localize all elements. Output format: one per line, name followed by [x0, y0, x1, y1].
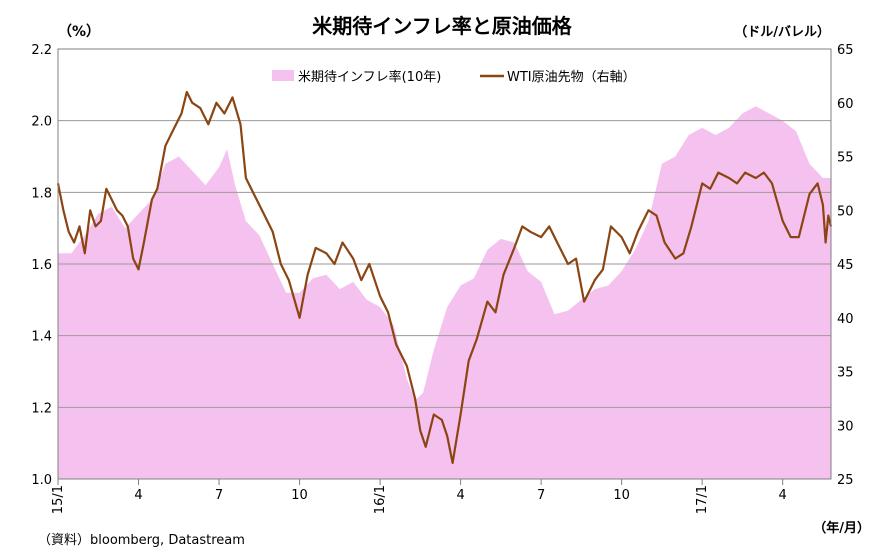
x-axis-tick-label: 17/1 — [695, 485, 710, 514]
right-axis-unit-label: （ドル/バレル） — [734, 24, 830, 40]
x-axis-tick-label: 4 — [134, 488, 142, 503]
right-axis-tick-label: 55 — [837, 151, 854, 166]
right-axis-tick-label: 30 — [837, 419, 854, 434]
source-note: （資料）bloomberg, Datastream — [38, 533, 245, 548]
x-axis-tick-label: 10 — [291, 488, 308, 503]
chart-legend: 米期待インフレ率(10年) WTI原油先物（右軸） — [272, 69, 636, 85]
x-axis-unit-label: （年/月） — [813, 520, 870, 536]
left-axis-tick-label: 2.0 — [31, 115, 52, 130]
right-axis-tick-label: 45 — [837, 258, 854, 273]
left-axis-tick-label: 1.8 — [31, 186, 52, 201]
right-axis-tick-label: 35 — [837, 366, 854, 381]
right-axis-tick-label: 60 — [837, 97, 854, 112]
x-axis-tick-label: 7 — [537, 488, 545, 503]
left-axis-tick-label: 2.2 — [31, 43, 52, 58]
right-axis-tick-label: 25 — [837, 473, 854, 488]
left-axis-unit-label: （%） — [58, 24, 100, 40]
x-axis-tick-label: 16/1 — [373, 485, 388, 514]
legend-label-inflation: 米期待インフレ率(10年) — [298, 69, 441, 85]
inflation-area-series — [58, 106, 831, 480]
inflation-area-layer — [58, 106, 831, 480]
right-axis-tick-label: 40 — [837, 312, 854, 327]
x-axis-tick-label: 4 — [456, 488, 464, 503]
left-axis-tick-label: 1.6 — [31, 258, 52, 273]
gridline-layer — [58, 120, 831, 408]
wti-line-layer — [56, 90, 833, 464]
plot-frame — [57, 48, 832, 480]
legend-label-wti: WTI原油先物（右軸） — [507, 70, 636, 85]
x-axis-tick-label: 4 — [779, 488, 787, 503]
x-axis-tick-label: 7 — [215, 488, 223, 503]
left-axis-tick-label: 1.2 — [31, 401, 52, 416]
axis-layer: 1.0 1.2 1.4 1.6 1.8 2.0 2.2 25 30 35 40 45 50 55 60 65 1… — [31, 43, 853, 514]
right-axis-tick-label: 65 — [837, 43, 854, 58]
chart-title: 米期待インフレ率と原油価格 — [312, 14, 572, 38]
x-axis-tick-label: 15/1 — [51, 485, 66, 514]
wti-line-series — [56, 90, 833, 464]
legend-swatch-inflation — [272, 70, 294, 81]
x-axis-tick-label: 10 — [613, 488, 630, 503]
left-axis-tick-label: 1.4 — [31, 330, 52, 345]
right-axis-tick-label: 50 — [837, 204, 854, 219]
left-axis-tick-label: 1.0 — [31, 473, 52, 488]
